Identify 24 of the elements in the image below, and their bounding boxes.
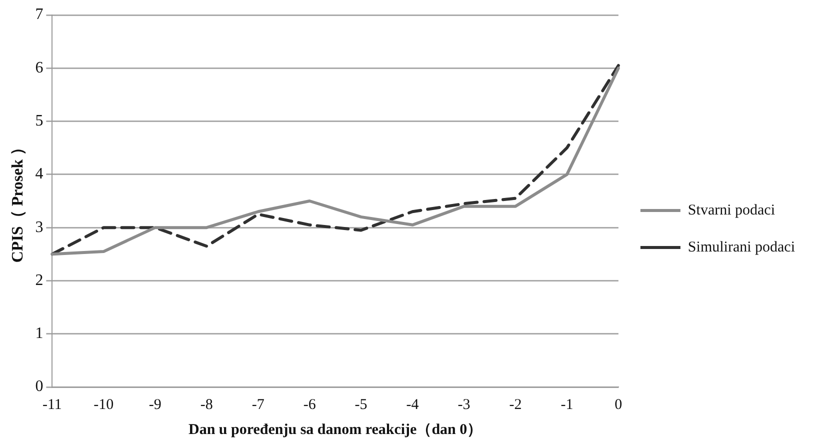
x-tick-label: -3 [458,396,470,413]
x-tick-label: -11 [42,396,62,413]
x-tick-label: -6 [303,396,316,413]
y-tick-label: 3 [35,218,44,236]
x-tick-label: -7 [252,396,265,413]
legend-label: Stvarni podaci [688,202,776,218]
y-tick-label: 2 [35,272,44,289]
y-tick-label: 7 [35,6,44,24]
x-tick-label: -10 [94,396,114,413]
x-axis-title: Dan u poređenju sa danom reakcije（dan 0） [188,422,482,438]
x-tick-label: -4 [406,396,420,413]
y-tick-label: 1 [35,325,44,342]
x-tick-label: -1 [560,396,574,413]
x-tick-label: -2 [509,396,522,413]
y-tick-label: 6 [35,59,44,76]
legend-label: Simulirani podaci [688,239,796,256]
x-tick-label: -9 [148,396,162,413]
x-tick-label: 0 [614,396,622,413]
x-tick-label: -8 [200,396,213,413]
y-tick-label: 0 [35,378,44,396]
y-tick-label: 4 [35,166,44,183]
y-axis-title: CPIS（ Prosek ） [10,139,27,263]
x-tick-label: -5 [354,396,368,413]
y-tick-label: 5 [35,112,44,130]
